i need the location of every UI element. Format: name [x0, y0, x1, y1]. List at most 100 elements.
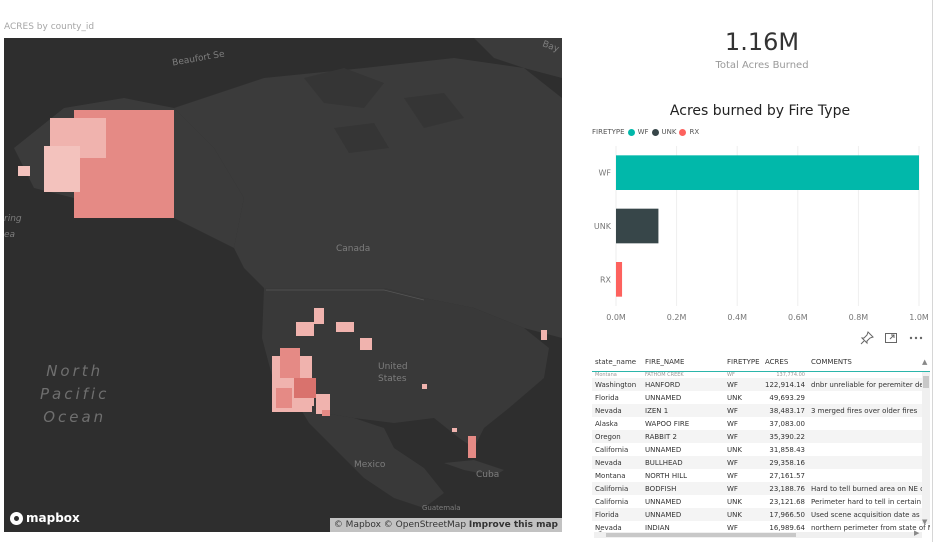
table-row[interactable]: Oregon RABBIT 2 WF 35,390.22	[592, 430, 930, 443]
table-cell: Alaska	[595, 419, 618, 428]
table-cell: UNNAMED	[642, 508, 724, 521]
table-cell: UNK	[724, 508, 762, 521]
more-options-icon[interactable]	[908, 331, 923, 345]
table-cell: WF	[724, 430, 762, 443]
table-cell: UNNAMED	[645, 393, 682, 402]
table-cell: 31,858.43	[769, 445, 805, 454]
bar-chart[interactable]: 0.0M 0.2M 0.4M 0.6M 0.8M 1.0M WF UNK RX	[588, 142, 932, 326]
table-row[interactable]: California UNNAMED UNK 31,858.43	[592, 443, 930, 456]
alaska-region-3	[44, 146, 80, 192]
fire-region-9	[316, 394, 330, 414]
column-header[interactable]: COMMENTS	[808, 354, 930, 372]
bering-sea-label: ea	[4, 230, 16, 240]
x-tick-label: 0.0M	[606, 313, 626, 322]
table-cell: WF	[724, 482, 762, 495]
scroll-up-icon[interactable]: ▲	[922, 358, 928, 366]
table-cell: WF	[727, 471, 738, 480]
bering-label: ring	[4, 214, 22, 224]
bar[interactable]	[616, 262, 623, 297]
table-cell: California	[595, 445, 629, 454]
table-cell: Nevada	[592, 456, 642, 469]
chart-title: Acres burned by Fire Type	[669, 103, 851, 119]
table-cell: Montana	[595, 471, 626, 480]
column-header[interactable]: state_name	[592, 354, 642, 372]
table-row[interactable]: California BODFISH WF 23,188.76 Hard to tell…	[592, 482, 930, 495]
table-row[interactable]: Florida UNNAMED UNK 49,693.29	[592, 391, 930, 404]
table-cell: California	[595, 497, 629, 506]
table-row[interactable]: Washington HANFORD WF 122,914.14 dnbr unreli…	[592, 378, 930, 391]
bar[interactable]	[616, 208, 659, 244]
table-row[interactable]: Montana NORTH HILL WF 27,161.57	[592, 469, 930, 482]
mapbox-logo[interactable]: mapbox	[10, 511, 80, 525]
fire-region-6	[314, 308, 324, 324]
table-cell: NORTH HILL	[645, 471, 687, 480]
fire-region-8	[360, 338, 372, 350]
pin-icon[interactable]	[860, 331, 874, 345]
table-cell: dnbr unreliable for peremiter delineatio…	[808, 378, 930, 391]
kpi-label: Total Acres Burned	[715, 60, 809, 71]
table-cell	[808, 391, 930, 404]
data-table[interactable]: state_name FIRE_NAME FIRETYPE ACRES COMM…	[592, 354, 930, 538]
border-us-canada	[266, 289, 425, 301]
table-cell: 16,989.64	[769, 523, 805, 532]
map-title: ACRES by county_id	[4, 22, 95, 32]
y-tick-label: UNK	[594, 222, 612, 231]
focus-mode-icon[interactable]	[884, 331, 898, 345]
fire-region-5	[296, 322, 314, 336]
improve-map-link[interactable]: Improve this map	[468, 520, 558, 530]
filled-map[interactable]: Beaufort Se Bay ring ea Canada United St…	[4, 38, 562, 532]
column-header[interactable]: FIRETYPE	[724, 354, 762, 372]
table-row[interactable]: Nevada BULLHEAD WF 29,358.16	[592, 456, 930, 469]
mapbox-logo-icon	[10, 511, 23, 525]
fire-region-10	[322, 410, 330, 416]
table-cell: UNNAMED	[645, 497, 682, 506]
legend-label[interactable]: RX	[689, 128, 700, 136]
visual-header	[860, 331, 923, 345]
table-cell	[808, 469, 930, 482]
chart-legend: FIRETYPE WF UNK RX	[592, 128, 699, 136]
table-cell	[808, 417, 930, 430]
table-row[interactable]: Nevada IZEN 1 WF 38,483.17 3 merged fires ov…	[592, 404, 930, 417]
table-cell: Perimeter hard to tell in certain areas	[811, 497, 930, 506]
scroll-down-icon[interactable]: ▼	[922, 518, 928, 526]
column-header[interactable]: ACRES	[762, 354, 808, 372]
scrollbar-thumb[interactable]	[606, 533, 796, 537]
table-cell: WF	[727, 419, 738, 428]
table-row[interactable]: Nevada INDIAN WF 16,989.64 northern perimete…	[592, 521, 930, 534]
table-cell: Florida	[595, 393, 619, 402]
table-row[interactable]: Florida UNNAMED UNK 17,966.50 Used scene acq…	[592, 508, 930, 521]
horizontal-scrollbar[interactable]	[594, 532, 922, 538]
ocean-label-line: Ocean	[43, 408, 107, 426]
table-row[interactable]: Alaska WAPOO FIRE WF 37,083.00	[592, 417, 930, 430]
scrollbar-thumb[interactable]	[923, 376, 929, 388]
table-cell: IZEN 1	[642, 404, 724, 417]
table-cell: Florida	[592, 508, 642, 521]
table-cell: Montana	[595, 371, 617, 378]
legend-label[interactable]: UNK	[661, 128, 677, 136]
map-attribution: © Mapbox © OpenStreetMap Improve this ma…	[329, 518, 562, 532]
page-edge	[932, 0, 933, 542]
vertical-scrollbar[interactable]	[922, 372, 930, 524]
table-row[interactable]: California UNNAMED UNK 23,121.68 Perimeter h…	[592, 495, 930, 508]
table-cell: WF	[727, 371, 735, 378]
scroll-right-icon[interactable]: ▶	[914, 529, 920, 537]
table-cell: BULLHEAD	[642, 456, 724, 469]
ocean-label-line: Pacific	[40, 385, 110, 403]
table-row[interactable]: Montana FATHOM CREEK WF 137,774.00	[592, 371, 930, 378]
table-cell: 49,693.29	[769, 393, 805, 402]
land-cuba	[444, 460, 504, 476]
bar[interactable]	[616, 155, 919, 190]
table-cell	[808, 443, 930, 456]
fire-region-7	[336, 322, 354, 332]
table-cell	[808, 371, 930, 378]
table-cell: 27,161.57	[769, 471, 805, 480]
table-cell: northern perimeter from state of Nevada	[811, 523, 930, 532]
table-cell: 23,188.76	[762, 482, 808, 495]
table-cell: HANFORD	[642, 378, 724, 391]
legend-label[interactable]: WF	[637, 128, 649, 136]
table-cell: UNK	[727, 445, 742, 454]
table-cell: 122,914.14	[762, 378, 808, 391]
table-cell: Used scene acquisition date as start	[808, 508, 930, 521]
column-header[interactable]: FIRE_NAME	[642, 354, 724, 372]
table-cell: INDIAN	[645, 523, 670, 532]
